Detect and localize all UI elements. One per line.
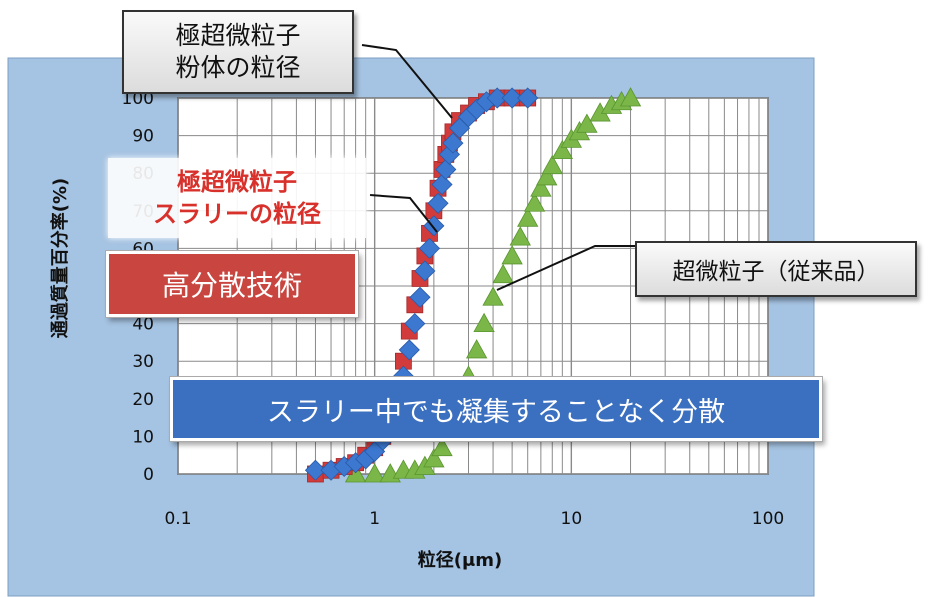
y-tick-label: 10 bbox=[132, 427, 154, 447]
series-triangle bbox=[344, 87, 642, 483]
data-point-triangle bbox=[423, 448, 445, 468]
callout-conventional-product: 超微粒子（従来品） bbox=[635, 241, 917, 297]
series-diamond bbox=[304, 87, 539, 481]
data-point-triangle bbox=[482, 286, 504, 306]
data-series bbox=[304, 87, 642, 483]
data-point-diamond bbox=[404, 313, 426, 335]
x-tick-label: 100 bbox=[752, 509, 784, 529]
y-tick-label: 40 bbox=[132, 315, 154, 335]
data-point-triangle bbox=[576, 113, 598, 133]
callout-powder-particle-size: 極超微粒子 粉体の粒径 bbox=[122, 10, 354, 94]
data-point-diamond bbox=[427, 192, 449, 214]
x-tick-labels: 0.1 1 10 100 bbox=[164, 509, 784, 529]
data-point-diamond bbox=[517, 87, 539, 109]
x-axis-title: 粒径(μm) bbox=[418, 549, 502, 571]
data-point-triangle bbox=[551, 139, 574, 160]
callout-leader-lines bbox=[361, 44, 643, 291]
data-point-triangle bbox=[363, 463, 386, 483]
callout-powder-line2: 粉体の粒径 bbox=[175, 53, 301, 82]
data-point-triangle bbox=[541, 154, 563, 175]
callout-technique-label: 高分散技術 bbox=[161, 269, 302, 302]
callout-conventional-label: 超微粒子（従来品） bbox=[672, 259, 880, 285]
data-point-diamond bbox=[418, 237, 441, 259]
y-tick-label: 90 bbox=[132, 127, 154, 147]
callout-dispersion-in-slurry: スラリー中でも凝集することなく分散 bbox=[170, 377, 822, 441]
data-point-diamond bbox=[442, 132, 464, 154]
data-point-triangle bbox=[465, 339, 488, 359]
callout-slurry-line2: スラリーの粒径 bbox=[153, 200, 321, 228]
data-point-diamond bbox=[435, 158, 457, 181]
data-point-diamond bbox=[409, 286, 431, 308]
y-tick-label: 20 bbox=[132, 390, 154, 410]
data-point-diamond bbox=[414, 260, 436, 282]
y-tick-label: 100 bbox=[122, 89, 154, 109]
data-point-triangle bbox=[523, 192, 546, 212]
leader-line-slurry bbox=[369, 194, 438, 233]
data-point-triangle bbox=[517, 207, 539, 227]
x-tick-label: 10 bbox=[561, 509, 583, 529]
data-point-triangle bbox=[501, 245, 523, 265]
x-tick-label: 1 bbox=[369, 509, 380, 529]
data-point-diamond bbox=[501, 87, 523, 109]
callout-slurry-particle-size: 極超微粒子 スラリーの粒径 bbox=[108, 158, 366, 238]
x-tick-label: 0.1 bbox=[164, 509, 191, 529]
data-point-triangle bbox=[431, 436, 453, 457]
data-point-diamond bbox=[398, 339, 420, 361]
data-point-triangle bbox=[473, 312, 495, 333]
callout-powder-line1: 極超微粒子 bbox=[175, 21, 301, 50]
data-point-triangle bbox=[509, 226, 531, 246]
callout-dispersion-label: スラリー中でも凝集することなく分散 bbox=[266, 396, 726, 428]
data-point-triangle bbox=[619, 87, 642, 107]
data-point-diamond bbox=[304, 459, 327, 481]
y-tick-label: 30 bbox=[132, 352, 154, 372]
y-axis-title: 通過質量百分率(%) bbox=[49, 178, 71, 339]
data-point-triangle bbox=[530, 177, 552, 197]
data-point-diamond bbox=[486, 87, 508, 109]
y-tick-label: 0 bbox=[143, 465, 154, 485]
callout-slurry-line1: 極超微粒子 bbox=[177, 168, 297, 196]
data-point-triangle bbox=[492, 263, 514, 284]
callout-high-dispersion-technique: 高分散技術 bbox=[106, 251, 358, 317]
leader-line-powder bbox=[361, 44, 453, 119]
data-point-diamond bbox=[431, 173, 453, 196]
leader-line-conventional bbox=[496, 245, 643, 291]
data-point-triangle bbox=[536, 166, 558, 186]
